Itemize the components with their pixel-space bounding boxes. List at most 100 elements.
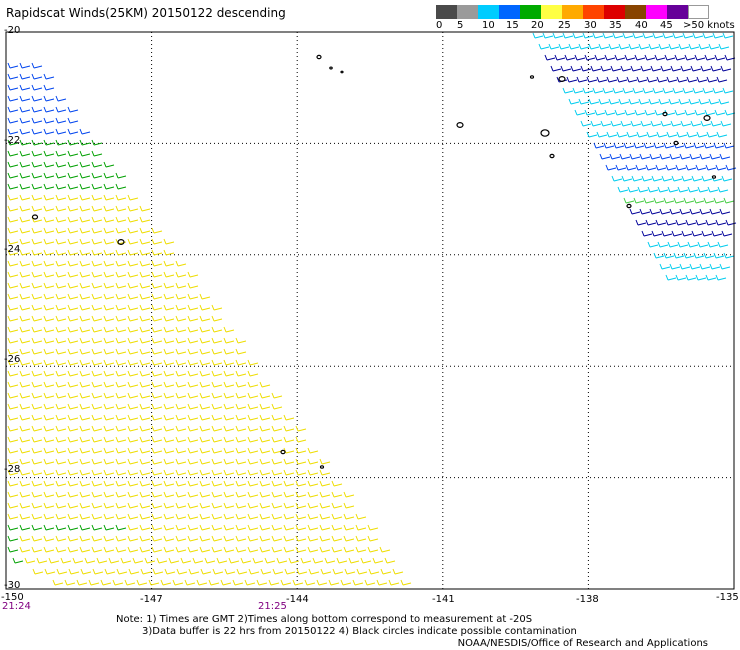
wind-barb: [176, 503, 186, 508]
wind-barb: [643, 33, 653, 38]
wind-barb: [265, 558, 275, 563]
wind-barb: [618, 187, 628, 192]
wind-barb: [569, 44, 579, 49]
wind-barb: [344, 525, 354, 530]
footnote-line-2: 3)Data buffer is 22 hrs from 20150122 4)…: [116, 626, 577, 638]
wind-barb: [261, 569, 271, 574]
wind-barb: [80, 448, 90, 453]
island-outline: [674, 141, 678, 144]
island-outline: [321, 466, 324, 468]
wind-barb: [44, 250, 54, 255]
wind-barb: [104, 261, 114, 266]
wind-barb: [308, 503, 318, 508]
wind-barb: [104, 195, 114, 200]
wind-barb: [93, 569, 103, 574]
wind-barb: [656, 220, 666, 225]
wind-barb: [8, 415, 18, 420]
wind-barb: [44, 305, 54, 310]
wind-barb: [217, 558, 227, 563]
wind-barb: [92, 404, 102, 409]
wind-barb: [92, 470, 102, 475]
wind-barb: [56, 118, 66, 123]
wind-barb: [567, 77, 577, 82]
wind-barb: [8, 195, 18, 200]
wind-barb: [188, 404, 198, 409]
wind-barb: [157, 558, 167, 563]
wind-barb: [559, 44, 569, 49]
wind-barb: [20, 393, 30, 398]
wind-barb: [624, 143, 634, 148]
wind-barb: [188, 426, 198, 431]
wind-barb: [164, 371, 174, 376]
wind-barb: [80, 393, 90, 398]
wind-barb: [681, 66, 691, 71]
wind-barb: [32, 107, 42, 112]
wind-barb: [128, 481, 138, 486]
wind-barb: [104, 250, 114, 255]
wind-barb: [711, 121, 721, 126]
wind-barb: [260, 415, 270, 420]
wind-barb: [116, 294, 126, 299]
wind-barb: [714, 198, 724, 203]
wind-barb: [8, 162, 18, 167]
wind-barb: [92, 294, 102, 299]
wind-barb: [689, 44, 699, 49]
wind-barb: [308, 470, 318, 475]
wind-barb: [152, 470, 162, 475]
wind-barb: [615, 110, 625, 115]
wind-barb: [200, 525, 210, 530]
wind-barb: [333, 569, 343, 574]
wind-barb: [8, 206, 18, 211]
wind-barb: [660, 264, 670, 269]
wind-barb: [68, 448, 78, 453]
wind-barb: [587, 77, 597, 82]
wind-barb: [272, 393, 282, 398]
wind-barb: [680, 209, 690, 214]
wind-map[interactable]: [0, 0, 740, 650]
wind-barb: [692, 176, 702, 181]
wind-barb: [272, 536, 282, 541]
wind-barb: [104, 305, 114, 310]
wind-barb: [92, 228, 102, 233]
wind-barb: [80, 239, 90, 244]
wind-barb: [56, 470, 66, 475]
wind-barb: [128, 536, 138, 541]
wind-barb: [140, 393, 150, 398]
wind-barb: [248, 536, 258, 541]
wind-barb: [368, 536, 378, 541]
wind-barb: [236, 514, 246, 519]
wind-barb: [92, 492, 102, 497]
wind-barb: [20, 316, 30, 321]
wind-barb: [116, 393, 126, 398]
wind-barb: [284, 525, 294, 530]
wind-barb: [710, 209, 720, 214]
wind-barb: [308, 459, 318, 464]
island-outline: [317, 55, 321, 58]
wind-barb: [44, 415, 54, 420]
wind-barb: [116, 305, 126, 310]
wind-barb: [702, 176, 712, 181]
wind-barb: [320, 459, 330, 464]
wind-barb: [666, 220, 676, 225]
wind-barb: [104, 470, 114, 475]
wind-barb: [296, 514, 306, 519]
wind-barb: [176, 426, 186, 431]
wind-barb: [92, 360, 102, 365]
wind-barb: [80, 470, 90, 475]
wind-barb: [621, 121, 631, 126]
wind-barb: [80, 481, 90, 486]
wind-barb: [236, 470, 246, 475]
wind-barb: [164, 503, 174, 508]
wind-barb: [80, 371, 90, 376]
wind-barb: [296, 525, 306, 530]
wind-barb: [32, 503, 42, 508]
wind-barb: [577, 77, 587, 82]
wind-barb: [224, 459, 234, 464]
wind-barb: [164, 448, 174, 453]
wind-barb: [56, 305, 66, 310]
wind-barb: [56, 184, 66, 189]
wind-barb: [105, 569, 115, 574]
wind-barb: [104, 481, 114, 486]
wind-barb: [44, 492, 54, 497]
wind-barb: [188, 327, 198, 332]
